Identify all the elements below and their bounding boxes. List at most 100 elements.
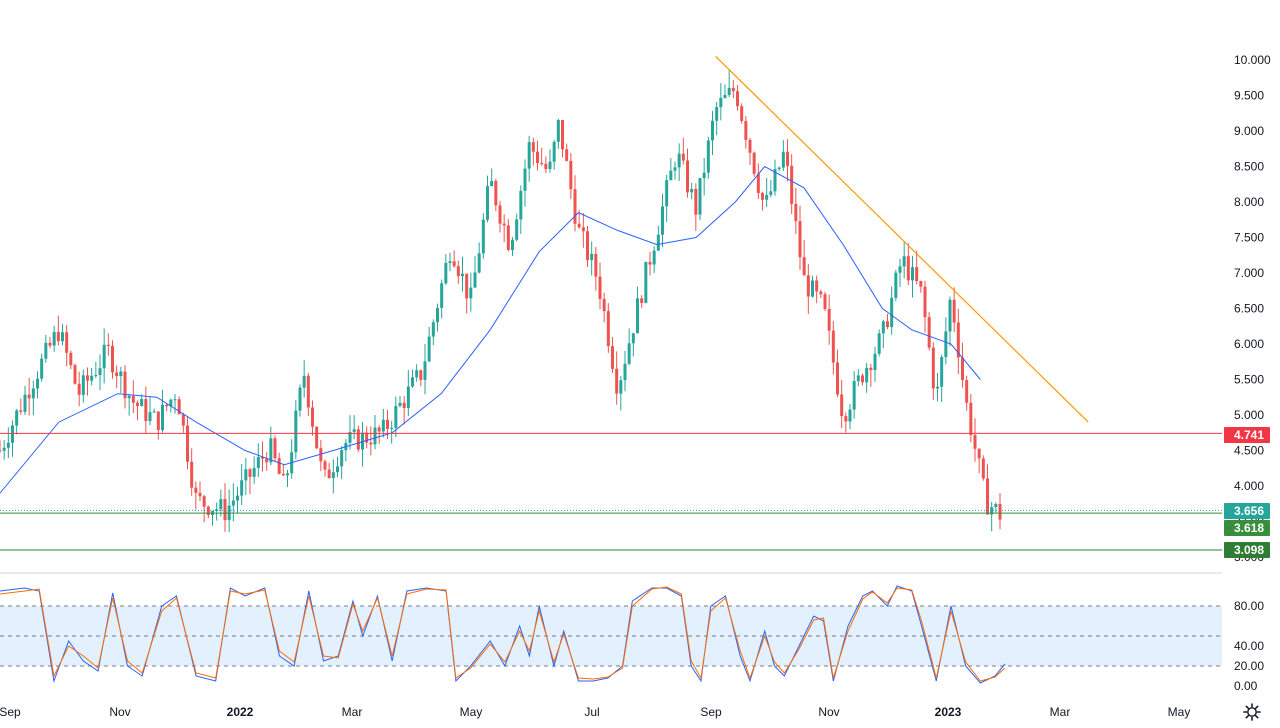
- candle: [36, 371, 39, 399]
- price-tick-label: 5.000: [1234, 408, 1264, 422]
- resistance-trendline[interactable]: [715, 56, 1089, 423]
- candle: [252, 456, 256, 484]
- stochastic-tick-label: 0.00: [1234, 679, 1258, 693]
- candle: [515, 213, 519, 242]
- candle: [994, 502, 998, 513]
- candle: [52, 325, 56, 352]
- time-tick-label: 2023: [935, 705, 962, 719]
- candle: [544, 156, 548, 174]
- candle: [777, 166, 781, 172]
- candle: [906, 243, 910, 286]
- candle: [81, 369, 85, 403]
- candle: [944, 317, 948, 365]
- candle: [606, 303, 610, 353]
- candle: [915, 250, 919, 285]
- candle: [423, 343, 427, 395]
- settings-gear-icon[interactable]: [1243, 703, 1261, 721]
- time-tick-label: Mar: [1050, 705, 1071, 719]
- candle: [640, 295, 644, 309]
- candle: [144, 386, 148, 434]
- candle: [527, 135, 531, 182]
- candle: [190, 448, 194, 496]
- svg-text:4.741: 4.741: [1234, 428, 1264, 442]
- time-tick-label: Jul: [584, 705, 599, 719]
- candle: [31, 380, 35, 416]
- candle: [723, 84, 727, 99]
- candle: [823, 291, 827, 312]
- candle: [398, 396, 402, 408]
- price-level-tags: 4.741 3.656 3.618 3.098: [1224, 427, 1270, 558]
- stochastic-pane[interactable]: [0, 585, 1222, 684]
- candle: [831, 321, 835, 375]
- candle: [419, 369, 423, 387]
- candle: [461, 256, 464, 292]
- candle: [219, 489, 223, 517]
- svg-text:3.098: 3.098: [1234, 543, 1264, 557]
- candle: [340, 446, 344, 480]
- main-price-pane[interactable]: [0, 56, 1222, 551]
- svg-text:3.618: 3.618: [1234, 521, 1264, 535]
- candle: [998, 493, 1002, 530]
- candle: [844, 412, 848, 433]
- time-tick-label: Mar: [342, 705, 363, 719]
- candle: [573, 175, 577, 232]
- stochastic-axis[interactable]: 80.00 40.00 20.00 0.00: [1234, 599, 1264, 693]
- candles: [0, 70, 1002, 533]
- candle: [661, 193, 664, 247]
- price-tick-label: 9.000: [1234, 124, 1264, 138]
- candle: [23, 386, 27, 415]
- candle: [181, 412, 185, 433]
- price-tick-label: 7.000: [1234, 266, 1264, 280]
- candle: [769, 180, 773, 198]
- candle: [923, 280, 927, 333]
- time-axis[interactable]: Sep Nov 2022 Mar May Jul Sep Nov 2023 Mar May: [0, 705, 1190, 719]
- candle: [886, 313, 889, 330]
- candle: [19, 398, 23, 415]
- candle: [961, 342, 964, 388]
- time-tick-label: Nov: [109, 705, 130, 719]
- candle: [61, 323, 64, 346]
- time-tick-label: Nov: [818, 705, 839, 719]
- candle: [48, 336, 52, 349]
- candle: [990, 501, 994, 532]
- stochastic-tick-label: 40.00: [1234, 639, 1264, 653]
- candle: [186, 417, 189, 470]
- candle: [586, 225, 589, 267]
- candle: [94, 361, 98, 379]
- candle: [498, 200, 502, 233]
- candle: [890, 286, 894, 335]
- candle: [356, 425, 360, 452]
- candle: [431, 319, 435, 346]
- candle: [361, 422, 364, 467]
- candle: [794, 187, 798, 234]
- candle: [152, 408, 156, 413]
- candle: [86, 367, 89, 396]
- candle: [706, 136, 710, 179]
- candle: [765, 178, 769, 207]
- candle: [469, 272, 473, 312]
- candle: [302, 359, 306, 398]
- candle: [652, 246, 656, 273]
- price-tick-label: 5.500: [1234, 373, 1264, 387]
- candle: [819, 289, 823, 298]
- candle: [761, 191, 764, 211]
- candle: [73, 363, 77, 385]
- candle: [336, 456, 339, 478]
- price-tick-label: 8.000: [1234, 195, 1264, 209]
- candle: [115, 365, 119, 389]
- candle: [648, 251, 652, 276]
- moving-average-line[interactable]: [0, 165, 981, 494]
- price-tick-label: 6.500: [1234, 302, 1264, 316]
- candle: [881, 319, 885, 349]
- candle: [548, 149, 552, 173]
- candle: [331, 459, 335, 494]
- candle: [444, 254, 448, 285]
- candle: [540, 147, 544, 166]
- candle: [898, 259, 902, 287]
- price-tick-label: 8.500: [1234, 160, 1264, 174]
- candle: [494, 178, 498, 212]
- stochastic-d-line[interactable]: [0, 586, 1006, 682]
- candle: [65, 325, 69, 367]
- candle: [244, 457, 248, 496]
